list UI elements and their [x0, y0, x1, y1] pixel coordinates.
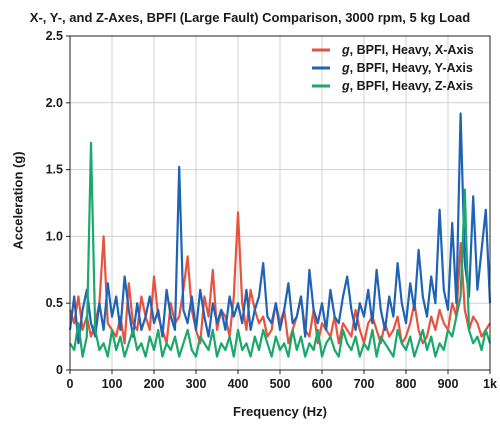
legend-label-2: g, BPFI, Heavy, Y-Axis: [341, 61, 473, 75]
x-axis-label: Frequency (Hz): [233, 404, 327, 419]
x-ticks: 0 100 200 300 400 500 600 700 800 900 1k: [67, 370, 497, 391]
x-tick-label: 1k: [483, 377, 497, 391]
x-tick-label: 700: [354, 377, 375, 391]
x-tick-label: 900: [438, 377, 459, 391]
legend-label-3: g, BPFI, Heavy, Z-Axis: [341, 79, 473, 93]
x-tick-label: 400: [228, 377, 249, 391]
x-tick-label: 100: [102, 377, 123, 391]
x-tick-label: 200: [144, 377, 165, 391]
y-tick-label: 0.5: [46, 296, 63, 310]
y-tick-label: 2.0: [46, 96, 63, 110]
x-tick-label: 800: [396, 377, 417, 391]
y-tick-label: 0: [56, 363, 63, 377]
x-tick-label: 0: [67, 377, 74, 391]
chart-title: X-, Y-, and Z-Axes, BPFI (Large Fault) C…: [29, 10, 471, 25]
legend-label-1: g, BPFI, Heavy, X-Axis: [341, 43, 474, 57]
x-tick-label: 500: [270, 377, 291, 391]
y-tick-label: 1.5: [46, 163, 63, 177]
series-line-3: [69, 141, 492, 358]
x-tick-label: 300: [186, 377, 207, 391]
x-tick-label: 600: [312, 377, 333, 391]
series-lines: [68, 112, 492, 358]
y-tick-label: 2.5: [46, 29, 63, 43]
y-ticks: 0 0.5 1.0 1.5 2.0 2.5: [46, 29, 70, 377]
series-line-2: [68, 112, 492, 345]
grid: [70, 36, 490, 370]
y-tick-label: 1.0: [46, 229, 63, 243]
legend: g, BPFI, Heavy, X-Axis g, BPFI, Heavy, Y-…: [312, 43, 474, 93]
